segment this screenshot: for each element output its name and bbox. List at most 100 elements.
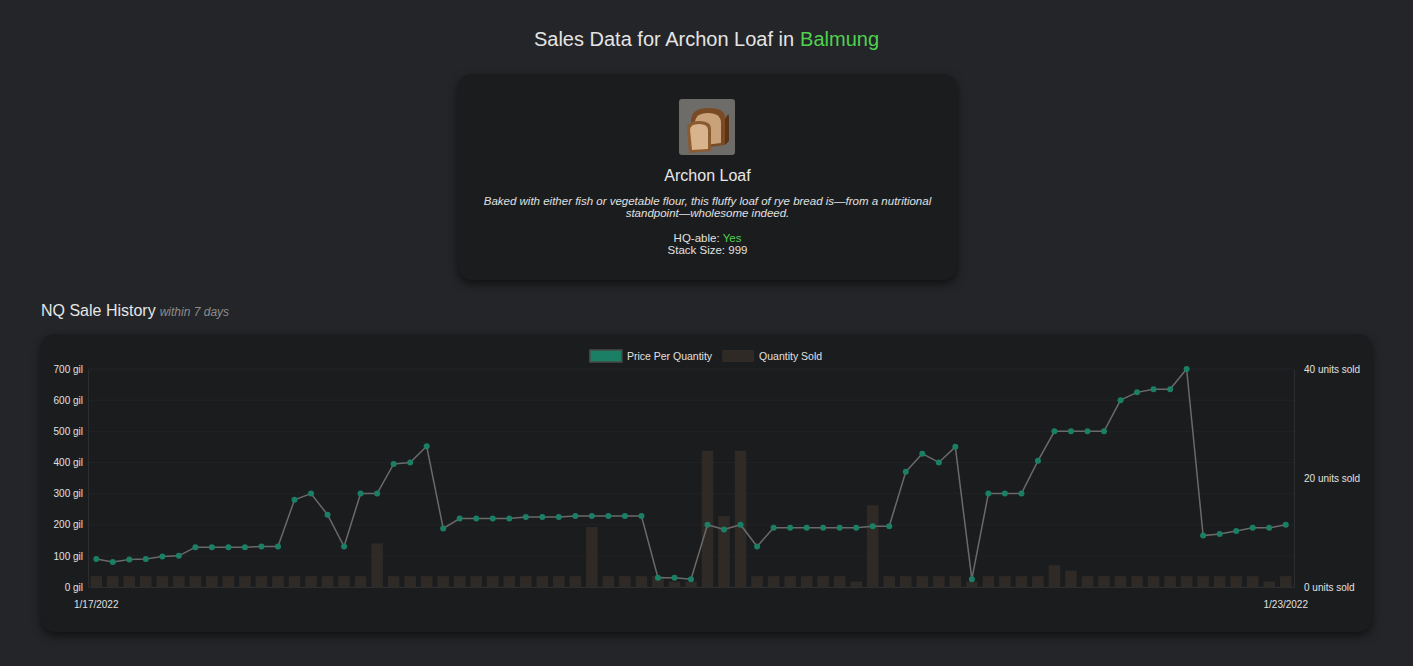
bar (1032, 576, 1044, 587)
grid-line (88, 524, 1294, 525)
point (1250, 525, 1256, 531)
bar (1131, 576, 1143, 587)
point (110, 559, 116, 565)
point (126, 557, 132, 563)
bar (850, 582, 862, 587)
tick-label: 1/17/2022 (74, 599, 119, 610)
bar-series (90, 451, 1291, 587)
tick-label: 100 gil (54, 551, 83, 562)
point (903, 469, 909, 475)
bar (1148, 576, 1160, 587)
bar (834, 576, 846, 587)
item-fields: HQ-able: YesStack Size: 999 (458, 232, 957, 256)
line-series (93, 366, 1288, 582)
tick-label: 0 units sold (1304, 582, 1355, 593)
tick: 300 gil (54, 488, 88, 499)
point (622, 513, 628, 519)
tick-label: 20 units sold (1304, 473, 1360, 484)
bar (999, 576, 1011, 587)
bar (1181, 576, 1193, 587)
bar (900, 576, 912, 587)
point (176, 553, 182, 559)
tick: 1/17/2022 (74, 587, 119, 610)
bar (520, 576, 532, 587)
tick: 20 units sold (1294, 473, 1360, 484)
point (572, 513, 578, 519)
bar (454, 576, 466, 587)
point (705, 522, 711, 528)
bar (388, 576, 400, 587)
bar (1214, 576, 1226, 587)
tick-label: 700 gil (54, 364, 83, 375)
bar (289, 576, 301, 587)
point (556, 514, 562, 520)
point (209, 544, 215, 550)
bar (1164, 576, 1176, 587)
tick-label: 1/23/2022 (1263, 599, 1308, 610)
bar (90, 576, 102, 587)
bar (1280, 576, 1292, 587)
point (292, 497, 298, 503)
point (391, 461, 397, 467)
tick: 40 units sold (1294, 364, 1360, 375)
chart-subtitle: within 7 days (160, 305, 229, 319)
legend-label: Price Per Quantity (627, 350, 713, 362)
page-title: Sales Data for Archon Loaf inBalmung (0, 28, 1413, 51)
grid-line (88, 493, 1294, 494)
tick: 400 gil (54, 457, 88, 468)
grid-line (88, 431, 1294, 432)
point (1283, 522, 1289, 528)
tick-label: 400 gil (54, 457, 83, 468)
grid-line (88, 462, 1294, 463)
legend-item: Price Per Quantity (590, 350, 713, 362)
point (754, 544, 760, 550)
bar (1230, 576, 1242, 587)
bar (140, 576, 152, 587)
point (1200, 533, 1206, 539)
bar (503, 576, 515, 587)
tick: 600 gil (54, 395, 88, 406)
bar (173, 576, 185, 587)
point (1151, 386, 1157, 392)
bar (718, 516, 730, 587)
bar (322, 576, 334, 587)
point (936, 459, 942, 465)
tick-label: 0 gil (65, 582, 83, 593)
point (242, 544, 248, 550)
bar (983, 576, 995, 587)
legend-swatch (722, 350, 754, 362)
tick-label: 300 gil (54, 488, 83, 499)
tick-label: 40 units sold (1304, 364, 1360, 375)
tick-label: 200 gil (54, 519, 83, 530)
bar (487, 576, 499, 587)
bar (685, 582, 697, 587)
bar (190, 576, 202, 587)
point (1035, 458, 1041, 464)
point (820, 525, 826, 531)
tick-label: 600 gil (54, 395, 83, 406)
point (721, 526, 727, 532)
bar (239, 576, 251, 587)
point (853, 525, 859, 531)
chart-title-text: NQ Sale History (41, 302, 156, 319)
field-label: HQ-able: (674, 232, 720, 244)
point (325, 512, 331, 518)
field-label: Stack Size: (668, 244, 726, 256)
point (506, 515, 512, 521)
bar (272, 576, 284, 587)
point (919, 451, 925, 457)
point (1266, 525, 1272, 531)
grid-line (88, 400, 1294, 401)
point (671, 575, 677, 581)
bar (223, 576, 235, 587)
bar (917, 576, 929, 587)
point (870, 523, 876, 529)
bar (371, 543, 383, 587)
point (771, 525, 777, 531)
bar (421, 576, 433, 587)
bar (636, 576, 648, 587)
bar (338, 576, 350, 587)
point (804, 525, 810, 531)
bar (107, 576, 119, 587)
point (738, 522, 744, 528)
